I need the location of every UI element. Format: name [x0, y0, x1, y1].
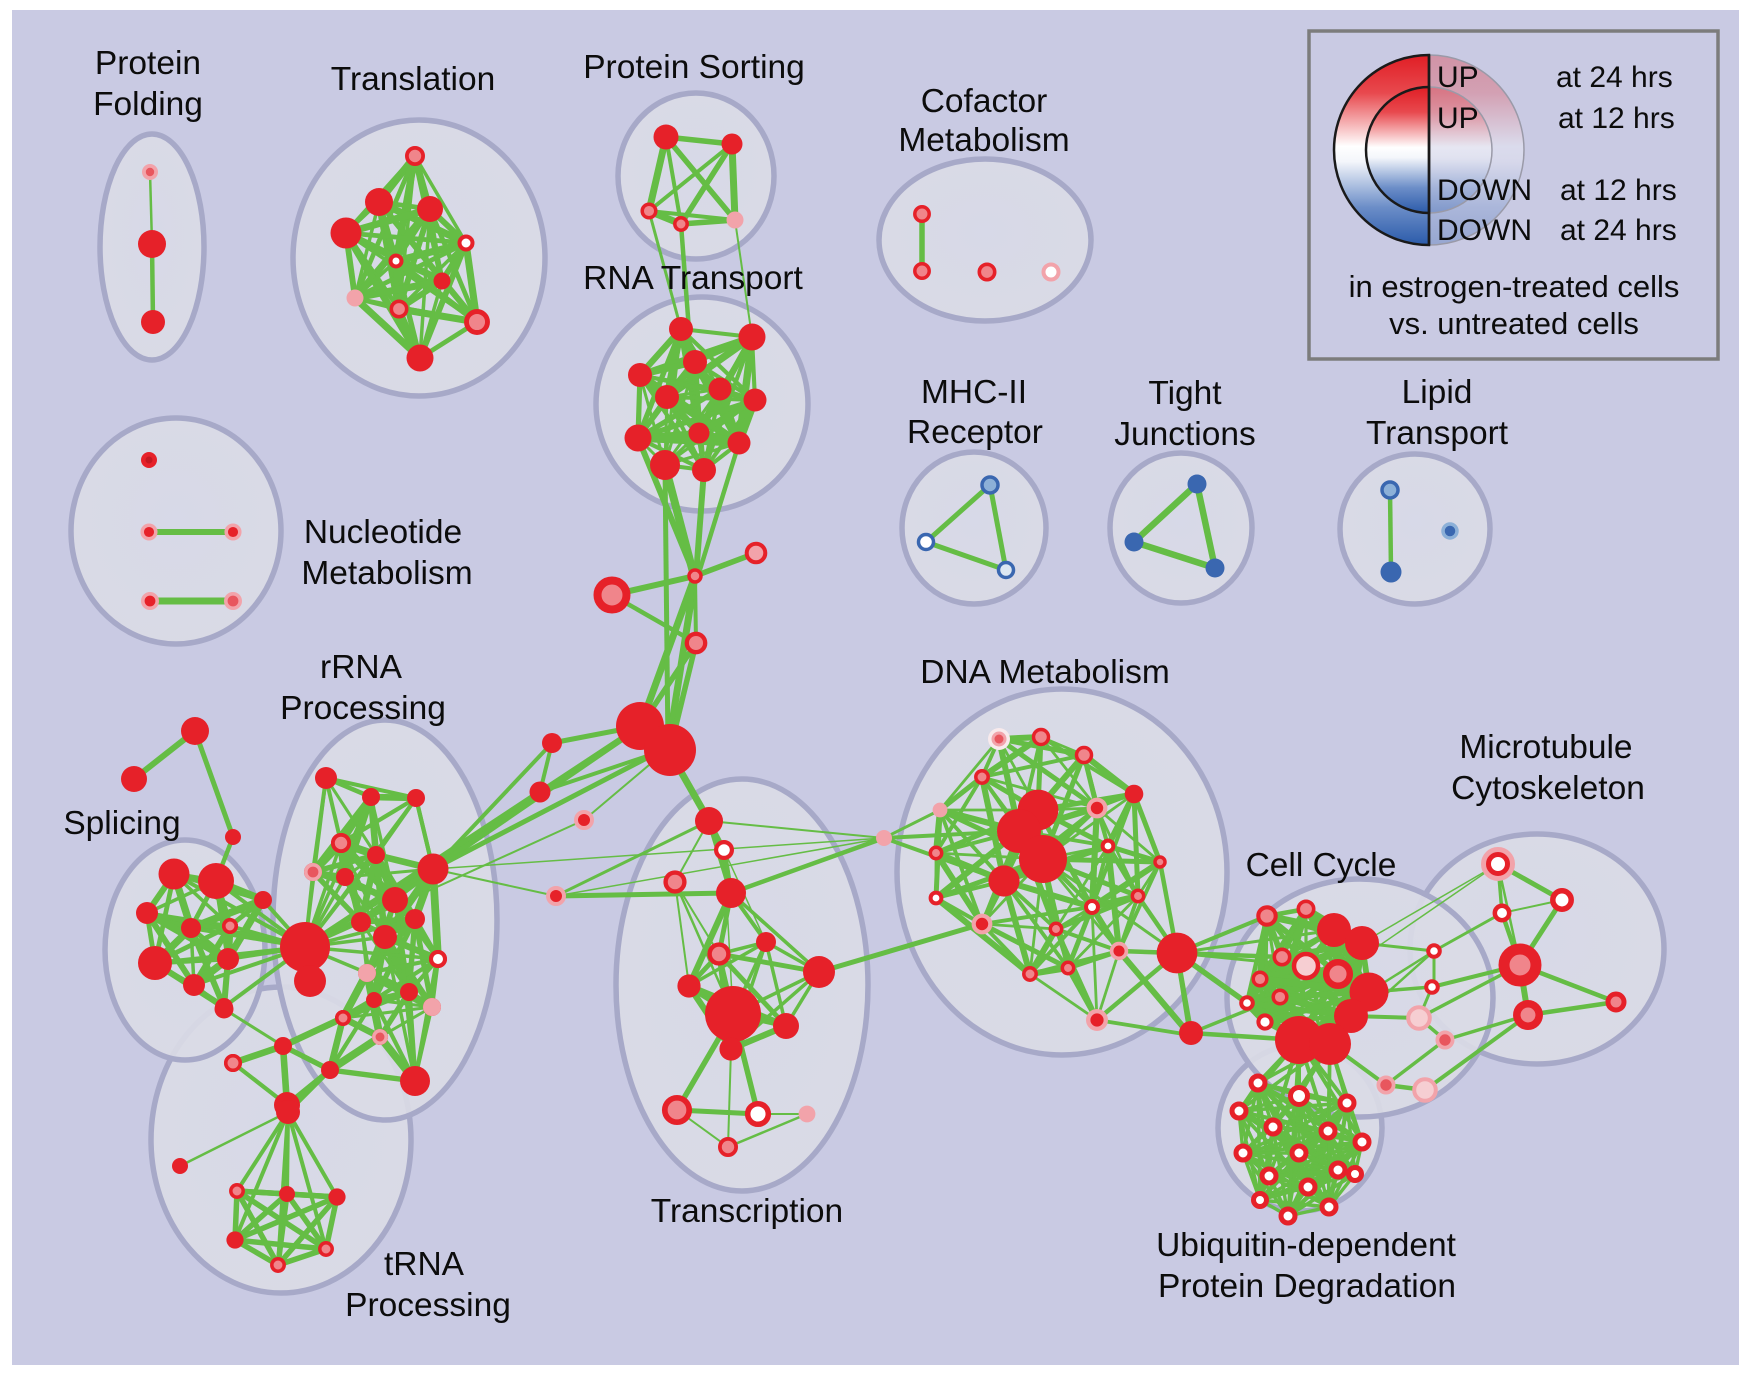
- svg-text:DOWN: DOWN: [1437, 174, 1532, 207]
- svg-text:Lipid: Lipid: [1402, 374, 1473, 411]
- svg-text:Transcription: Transcription: [651, 1193, 843, 1230]
- svg-text:RNA Transport: RNA Transport: [583, 260, 803, 297]
- svg-text:Junctions: Junctions: [1114, 416, 1256, 453]
- svg-text:at 24 hrs: at 24 hrs: [1556, 61, 1673, 94]
- svg-text:DOWN: DOWN: [1437, 214, 1532, 247]
- svg-text:in estrogen-treated cells: in estrogen-treated cells: [1349, 269, 1680, 304]
- svg-text:rRNA: rRNA: [320, 649, 403, 686]
- svg-text:tRNA: tRNA: [384, 1246, 465, 1283]
- svg-text:Cell Cycle: Cell Cycle: [1246, 847, 1397, 884]
- svg-text:Folding: Folding: [93, 86, 203, 123]
- svg-text:Microtubule: Microtubule: [1459, 729, 1632, 766]
- svg-text:Processing: Processing: [280, 690, 446, 727]
- svg-text:UP: UP: [1437, 102, 1479, 135]
- svg-text:at 12 hrs: at 12 hrs: [1560, 174, 1677, 207]
- svg-text:UP: UP: [1437, 61, 1479, 94]
- svg-text:Translation: Translation: [331, 61, 495, 98]
- svg-text:Splicing: Splicing: [63, 805, 180, 842]
- svg-text:Protein Degradation: Protein Degradation: [1158, 1268, 1456, 1305]
- svg-text:vs. untreated cells: vs. untreated cells: [1389, 306, 1639, 341]
- svg-text:Protein: Protein: [95, 45, 201, 82]
- svg-text:Protein Sorting: Protein Sorting: [583, 49, 805, 86]
- svg-text:Ubiquitin-dependent: Ubiquitin-dependent: [1156, 1227, 1457, 1264]
- svg-text:Transport: Transport: [1366, 415, 1509, 452]
- svg-text:at 12 hrs: at 12 hrs: [1558, 102, 1675, 135]
- svg-text:Cofactor: Cofactor: [921, 83, 1048, 120]
- svg-text:Receptor: Receptor: [907, 414, 1043, 451]
- svg-text:Processing: Processing: [345, 1287, 511, 1324]
- svg-text:at 24 hrs: at 24 hrs: [1560, 214, 1677, 247]
- svg-text:Cytoskeleton: Cytoskeleton: [1451, 770, 1645, 807]
- svg-text:Nucleotide: Nucleotide: [304, 514, 462, 551]
- svg-text:Metabolism: Metabolism: [898, 122, 1069, 159]
- svg-text:MHC-II: MHC-II: [921, 374, 1027, 411]
- svg-text:Tight: Tight: [1148, 375, 1222, 412]
- svg-text:Metabolism: Metabolism: [301, 555, 472, 592]
- svg-text:DNA Metabolism: DNA Metabolism: [920, 654, 1169, 691]
